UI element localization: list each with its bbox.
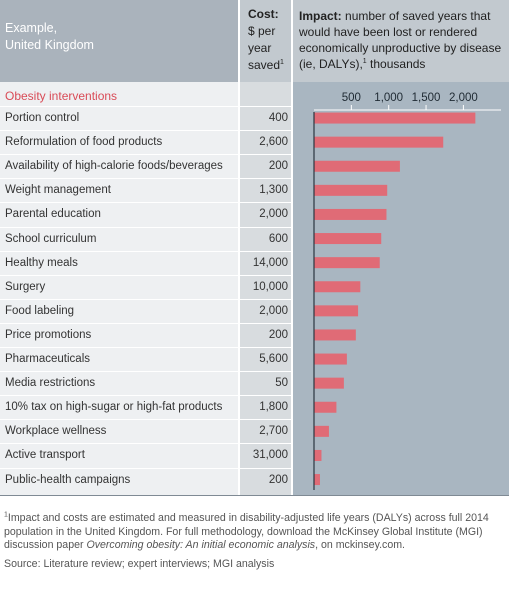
table-bottom-rule: [0, 495, 509, 496]
impact-bar: [314, 281, 361, 293]
impact-bar: [314, 425, 329, 437]
row-separator: [0, 202, 291, 204]
intervention-label: Weight management: [5, 184, 111, 197]
example-title-line2: United Kingdom: [5, 38, 94, 52]
row-separator: [0, 178, 291, 180]
impact-bar: [314, 136, 444, 148]
row-separator: [0, 226, 291, 228]
cost-sub-line1: $ per: [248, 24, 276, 38]
cost-value: 2,600: [259, 136, 288, 149]
cost-value: 31,000: [252, 449, 288, 462]
footnote-marker: 1: [4, 511, 8, 519]
cost-sub-line3-text: saved: [248, 58, 281, 72]
cost-value: 2,000: [259, 304, 288, 317]
cost-footnote-marker: 1: [280, 59, 284, 66]
impact-bar: [314, 474, 320, 486]
row-separator: [0, 322, 291, 324]
impact-bar: [314, 353, 347, 365]
intervention-label: Availability of high-calorie foods/bever…: [5, 160, 223, 173]
row-separator: [0, 467, 291, 469]
intervention-label: Food labeling: [5, 304, 75, 317]
labels-panel: [0, 82, 238, 495]
cost-value: 200: [268, 160, 288, 173]
example-title-line1: Example,: [5, 21, 58, 35]
intervention-label: Pharmaceuticals: [5, 353, 91, 365]
impact-bar: [314, 233, 382, 245]
impact-title: Impact:: [299, 9, 342, 23]
intervention-label: Parental education: [5, 208, 101, 221]
cost-value: 400: [268, 112, 288, 124]
intervention-label: Surgery: [5, 280, 46, 293]
row-separator: [0, 106, 291, 107]
intervention-label: Workplace wellness: [5, 425, 107, 438]
row-separator: [0, 154, 291, 156]
cost-value: 10,000: [252, 280, 288, 293]
cost-value: 1,300: [259, 184, 288, 197]
cost-value: 50: [275, 377, 288, 390]
row-separator: [0, 347, 291, 348]
impact-footnote-marker: 1: [362, 58, 367, 65]
intervention-label: Portion control: [5, 112, 80, 124]
intervention-label: 10% tax on high-sugar or high-fat produc…: [5, 401, 223, 414]
impact-bar: [314, 401, 337, 413]
footnote-text-before: Impact and costs are estimated and measu…: [4, 512, 489, 551]
cost-sub-line3: saved1: [248, 57, 284, 74]
impact-bar-chart: 500 1,000 1,500 2,000: [313, 92, 501, 490]
impact-bar: [314, 377, 344, 389]
impact-bar: [314, 449, 322, 461]
impact-description: Impact: number of saved years that would…: [299, 8, 507, 72]
axis-tick-label: 1,000: [374, 92, 403, 104]
cost-value: 200: [268, 328, 288, 341]
impact-desc-part1: number of saved years that would have be…: [299, 9, 502, 71]
footnote-text-after: , on mckinsey.com.: [315, 539, 405, 551]
impact-bar: [314, 305, 359, 317]
cost-value: 5,600: [259, 353, 288, 365]
row-separator: [0, 419, 291, 421]
cost-value: 600: [268, 232, 288, 245]
impact-bar: [314, 184, 388, 196]
impact-bar: [314, 329, 356, 341]
row-separator: [0, 130, 291, 132]
row-separator: [0, 443, 291, 445]
cost-value: 2,700: [259, 425, 288, 438]
cost-title: Cost:: [248, 7, 279, 21]
footnote-paper-title: Overcoming obesity: An initial economic …: [86, 539, 316, 551]
row-separator: [0, 371, 291, 373]
cost-value: 1,800: [259, 401, 288, 414]
impact-bar: [314, 208, 387, 220]
impact-bar: [314, 257, 380, 269]
cost-value: 2,000: [259, 208, 288, 221]
intervention-label: Active transport: [5, 449, 85, 462]
footnote: 1Impact and costs are estimated and meas…: [4, 511, 509, 553]
intervention-label: School curriculum: [5, 232, 97, 245]
label-column-header: Example, United Kingdom: [0, 0, 238, 82]
axis-tick-label: 2,000: [449, 92, 478, 104]
row-separator: [0, 298, 291, 300]
impact-desc-part2: thousands: [366, 57, 426, 71]
impact-column-header: Impact: number of saved years that would…: [291, 0, 509, 82]
intervention-label: Healthy meals: [5, 256, 78, 269]
cost-sub-line2: year: [248, 41, 272, 55]
example-title: Example, United Kingdom: [5, 20, 94, 54]
cost-value: 14,000: [252, 256, 288, 269]
intervention-label: Media restrictions: [5, 377, 96, 390]
cost-panel: [238, 82, 291, 495]
intervention-label: Reformulation of food products: [5, 136, 163, 149]
axis-tick-label: 500: [342, 92, 361, 104]
row-separator: [0, 395, 291, 397]
row-separator: [0, 274, 291, 276]
axis-tick-label: 1,500: [412, 92, 441, 104]
source-note: Source: Literature review; expert interv…: [4, 558, 275, 570]
cost-value: 200: [268, 473, 288, 486]
impact-bar: [314, 160, 400, 172]
impact-bar: [314, 112, 476, 124]
cost-column-header: Cost: $ per year saved1: [238, 0, 291, 82]
intervention-label: Public-health campaigns: [5, 473, 131, 486]
section-title: Obesity interventions: [5, 89, 118, 103]
intervention-label: Price promotions: [5, 328, 92, 341]
row-separator: [0, 250, 291, 252]
